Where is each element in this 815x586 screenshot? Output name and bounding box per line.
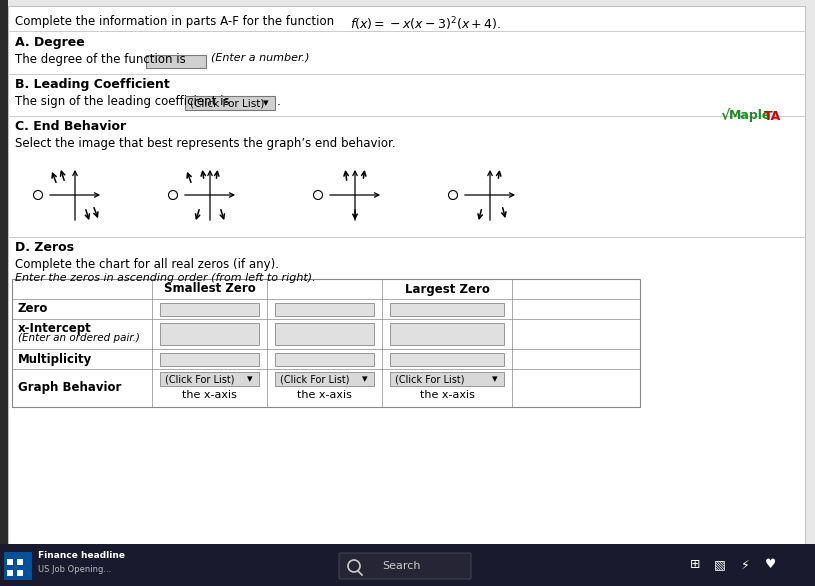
- Text: Finance headline: Finance headline: [38, 551, 125, 560]
- Text: ▾: ▾: [362, 374, 368, 384]
- FancyBboxPatch shape: [160, 353, 259, 366]
- Text: Complete the information in parts A-F for the function: Complete the information in parts A-F fo…: [15, 15, 338, 28]
- FancyBboxPatch shape: [160, 302, 259, 315]
- FancyBboxPatch shape: [12, 279, 640, 407]
- Text: ▾: ▾: [492, 374, 498, 384]
- Text: Largest Zero: Largest Zero: [404, 282, 490, 295]
- Text: Zero: Zero: [18, 302, 48, 315]
- Text: (Click For List): (Click For List): [165, 374, 235, 384]
- FancyBboxPatch shape: [0, 544, 815, 586]
- Text: ⊞: ⊞: [689, 558, 700, 571]
- Text: The sign of the leading coefficient is: The sign of the leading coefficient is: [15, 95, 230, 108]
- Text: TA: TA: [764, 110, 782, 122]
- FancyBboxPatch shape: [390, 353, 504, 366]
- FancyBboxPatch shape: [0, 0, 8, 544]
- Text: (Click For List): (Click For List): [280, 374, 350, 384]
- FancyBboxPatch shape: [7, 559, 13, 565]
- FancyBboxPatch shape: [390, 372, 504, 386]
- FancyBboxPatch shape: [4, 552, 32, 580]
- Text: Enter the zeros in ascending order (from left to right).: Enter the zeros in ascending order (from…: [15, 273, 315, 283]
- Text: D. Zeros: D. Zeros: [15, 241, 74, 254]
- Text: Search: Search: [382, 561, 421, 571]
- Text: ▾: ▾: [247, 374, 253, 384]
- Text: Smallest Zero: Smallest Zero: [164, 282, 255, 295]
- Text: The degree of the function is: The degree of the function is: [15, 53, 186, 66]
- Text: Maple: Maple: [729, 110, 771, 122]
- Text: US Job Opening...: US Job Opening...: [38, 564, 112, 574]
- FancyBboxPatch shape: [185, 96, 275, 110]
- FancyBboxPatch shape: [390, 302, 504, 315]
- Text: Multiplicity: Multiplicity: [18, 353, 92, 366]
- FancyBboxPatch shape: [17, 570, 23, 576]
- FancyBboxPatch shape: [275, 302, 374, 315]
- Text: .: .: [277, 95, 281, 108]
- FancyBboxPatch shape: [17, 559, 23, 565]
- FancyBboxPatch shape: [339, 553, 471, 579]
- Text: (Click For List): (Click For List): [395, 374, 465, 384]
- FancyBboxPatch shape: [8, 6, 805, 544]
- Text: √: √: [720, 109, 729, 123]
- Text: A. Degree: A. Degree: [15, 36, 85, 49]
- Text: Graph Behavior: Graph Behavior: [18, 381, 121, 394]
- Text: (Click For List): (Click For List): [190, 98, 264, 108]
- FancyBboxPatch shape: [275, 372, 374, 386]
- Text: C. End Behavior: C. End Behavior: [15, 120, 126, 133]
- FancyBboxPatch shape: [160, 323, 259, 345]
- Text: x-Intercept: x-Intercept: [18, 322, 92, 335]
- FancyBboxPatch shape: [390, 323, 504, 345]
- FancyBboxPatch shape: [275, 323, 374, 345]
- FancyBboxPatch shape: [160, 372, 259, 386]
- Text: (Enter a number.): (Enter a number.): [211, 53, 310, 63]
- Text: $f(x) = -x(x-3)^2(x+4).$: $f(x) = -x(x-3)^2(x+4).$: [350, 15, 501, 33]
- Text: (Enter an ordered pair.): (Enter an ordered pair.): [18, 333, 140, 343]
- FancyBboxPatch shape: [275, 353, 374, 366]
- FancyBboxPatch shape: [146, 55, 206, 68]
- Text: the x-axis: the x-axis: [182, 390, 237, 400]
- Text: the x-axis: the x-axis: [420, 390, 474, 400]
- Text: ▾: ▾: [263, 98, 269, 108]
- Text: Select the image that best represents the graph’s end behavior.: Select the image that best represents th…: [15, 137, 395, 150]
- Text: Complete the chart for all real zeros (if any).: Complete the chart for all real zeros (i…: [15, 258, 279, 271]
- Text: ▧: ▧: [714, 558, 726, 571]
- Text: ♥: ♥: [764, 558, 776, 571]
- Text: ⚡: ⚡: [741, 558, 749, 571]
- FancyBboxPatch shape: [7, 570, 13, 576]
- Text: the x-axis: the x-axis: [297, 390, 352, 400]
- Text: B. Leading Coefficient: B. Leading Coefficient: [15, 78, 170, 91]
